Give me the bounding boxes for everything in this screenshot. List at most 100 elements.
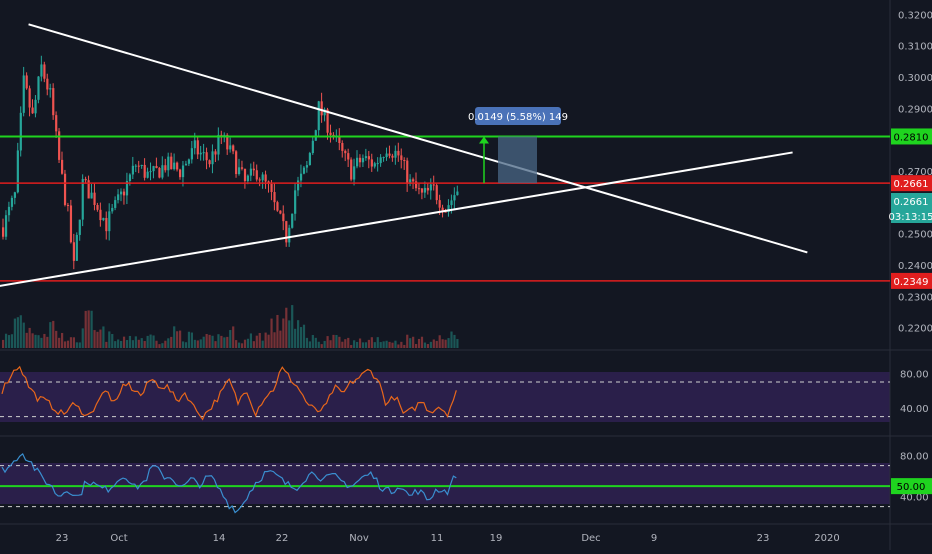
time-tick-label: 23 [757, 533, 770, 544]
candle-countdown: 03:13:15 [889, 212, 932, 223]
candle-body [7, 206, 11, 216]
volume-bar [246, 338, 250, 348]
price-tick-label: 0.3200 [898, 10, 932, 21]
volume-bar [43, 333, 46, 348]
candle-body [58, 131, 61, 160]
candle-body [356, 157, 359, 167]
candle-body [305, 165, 309, 168]
candle-body [4, 215, 8, 237]
candle-body [131, 165, 134, 175]
price-tick-label: 0.2200 [898, 324, 932, 335]
candle-body [37, 76, 40, 100]
candle-body [273, 192, 276, 203]
candle-body [323, 109, 326, 116]
volume-bar [193, 339, 196, 348]
volume-bar [152, 335, 155, 348]
candle-body [367, 156, 370, 160]
candle-body [415, 181, 418, 189]
candle-body [134, 165, 137, 167]
volume-bar [72, 337, 75, 348]
volume-bar [406, 334, 409, 348]
volume-bar [441, 339, 444, 348]
volume-bar [255, 335, 258, 348]
time-tick-label: 2020 [814, 533, 839, 544]
volume-bar [350, 345, 353, 348]
candle-body [143, 164, 146, 178]
candle-body [276, 202, 279, 211]
candle-body [423, 187, 427, 193]
candle-body [108, 211, 111, 232]
candle-body [361, 158, 365, 163]
volume-bar [2, 339, 5, 348]
volume-bar [40, 337, 43, 348]
candle-body [394, 150, 397, 158]
volume-bar [426, 344, 429, 348]
descending-trendline[interactable] [28, 23, 808, 254]
volume-bar [382, 341, 385, 348]
rsi-axis[interactable]: 80.00 40.00 [900, 369, 929, 415]
volume-bar [420, 336, 424, 348]
candle-body [179, 169, 182, 178]
candle-body [261, 174, 264, 181]
candle-body [240, 167, 244, 169]
candle-body [382, 157, 385, 159]
volume-bar [69, 337, 73, 348]
volume-bar [391, 342, 394, 348]
candle-body [120, 191, 123, 195]
candle-body [376, 163, 379, 165]
volume-bar [308, 341, 311, 348]
volume-bar [335, 335, 338, 348]
volume-bar [353, 340, 356, 348]
candle-body [155, 166, 158, 168]
volume-bar [403, 344, 406, 348]
candle-body [158, 167, 161, 178]
oscillator-band [0, 463, 890, 504]
volume-bar [415, 343, 418, 348]
candle-body [397, 150, 400, 156]
oscillator-level-tag-bg [891, 478, 932, 495]
volume-bar [361, 342, 365, 348]
volume-bar [7, 335, 11, 348]
candle-body [297, 180, 300, 191]
candle-body [338, 135, 341, 143]
volume-bar [102, 326, 105, 348]
candle-body [90, 192, 93, 199]
candle-body [379, 157, 382, 164]
volume-bar [249, 333, 252, 348]
candle-body [270, 184, 273, 193]
volume-bar [291, 305, 294, 348]
candle-body [246, 175, 250, 182]
volume-bar [16, 317, 19, 348]
volume-bar [25, 332, 28, 348]
candle-body [282, 213, 285, 222]
volume-bar [297, 320, 300, 348]
volume-bar [28, 327, 31, 348]
candle-body [214, 151, 217, 155]
volume-bar [158, 344, 161, 348]
candle-body [152, 166, 155, 172]
candle-body [146, 171, 149, 178]
ascending-trendline[interactable] [0, 151, 793, 287]
candle-body [128, 174, 132, 181]
volume-bar [120, 340, 123, 348]
time-tick-label: 14 [213, 533, 226, 544]
volume-bar [55, 330, 58, 348]
measure-box [498, 136, 537, 184]
time-axis[interactable]: 23 Oct 14 22 Nov 11 19 Dec 9 23 2020 [56, 533, 840, 544]
price-tick-label: 0.2500 [898, 230, 932, 241]
price-range-measure[interactable]: 0.0149 (5.58%) 149 [468, 107, 568, 184]
osc-tick-label: 40.00 [900, 492, 929, 503]
volume-bar [58, 337, 61, 348]
volume-bar [314, 337, 317, 348]
volume-bar [10, 334, 14, 348]
volume-bar [435, 340, 438, 348]
level-tag-green: 0.2810 [891, 128, 932, 145]
volume-bar [356, 341, 359, 348]
candle-body [208, 160, 211, 165]
oscillator-axis[interactable]: 80.00 40.00 [900, 451, 929, 503]
volume-bar [99, 329, 102, 348]
candle-body [400, 155, 403, 160]
candle-body [406, 160, 409, 184]
